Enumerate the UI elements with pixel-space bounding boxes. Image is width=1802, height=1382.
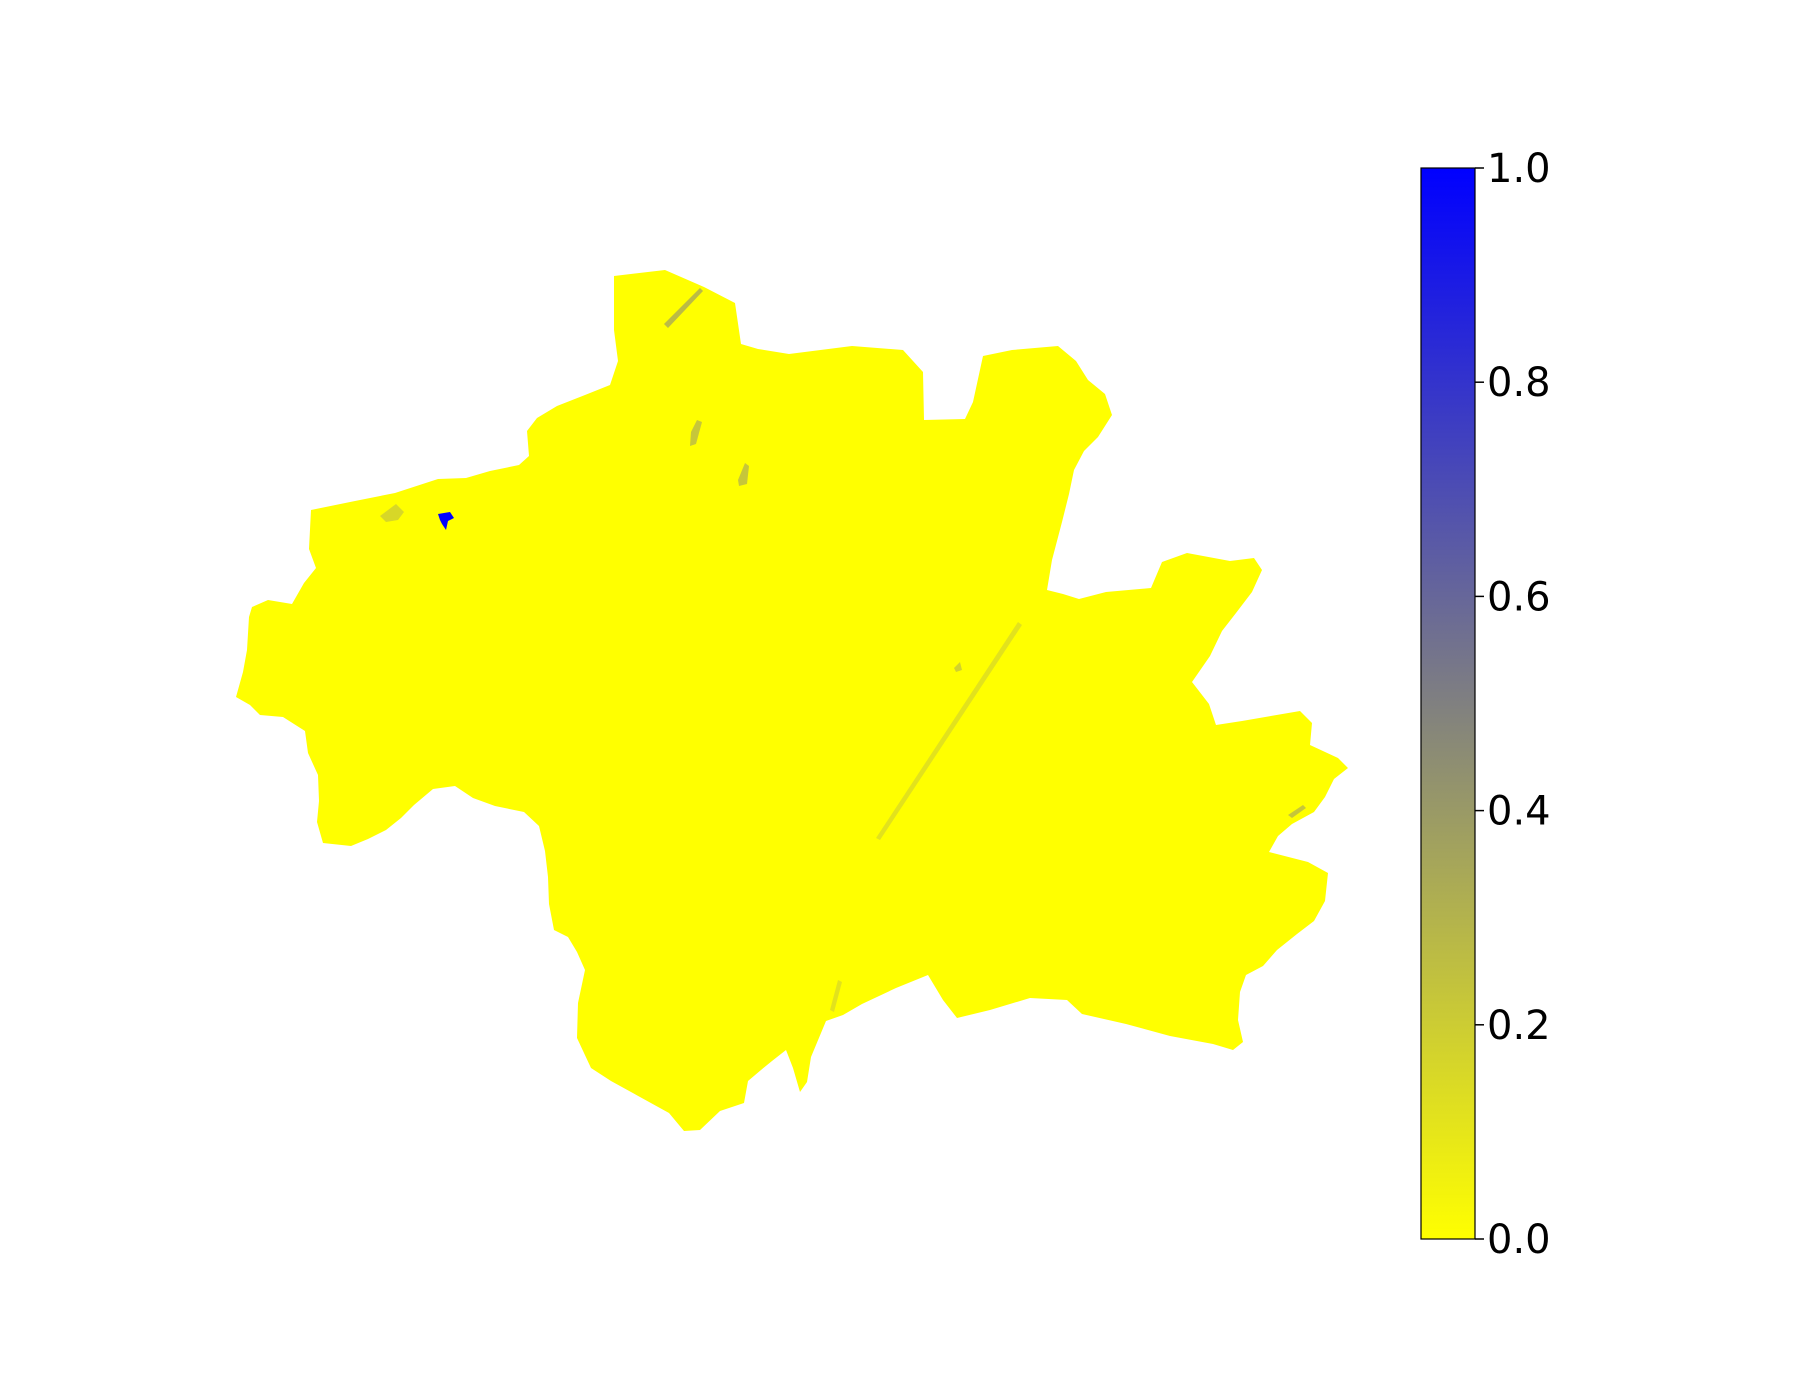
colorbar-tick-label: 0.0 xyxy=(1487,1217,1551,1263)
city-region xyxy=(236,270,1348,1131)
colorbar-tick-label: 0.8 xyxy=(1487,360,1551,406)
colorbar: 0.0 0.2 0.4 0.6 0.8 1.0 xyxy=(1421,146,1551,1263)
colorbar-tick-label: 0.4 xyxy=(1487,789,1551,835)
colorbar-tick-label: 0.6 xyxy=(1487,574,1551,620)
colorbar-tick-label: 0.2 xyxy=(1487,1003,1551,1049)
map-area xyxy=(236,270,1348,1131)
colorbar-ticks: 0.0 0.2 0.4 0.6 0.8 1.0 xyxy=(1475,146,1551,1263)
colorbar-gradient xyxy=(1421,168,1475,1239)
colorbar-tick-label: 1.0 xyxy=(1487,146,1551,192)
